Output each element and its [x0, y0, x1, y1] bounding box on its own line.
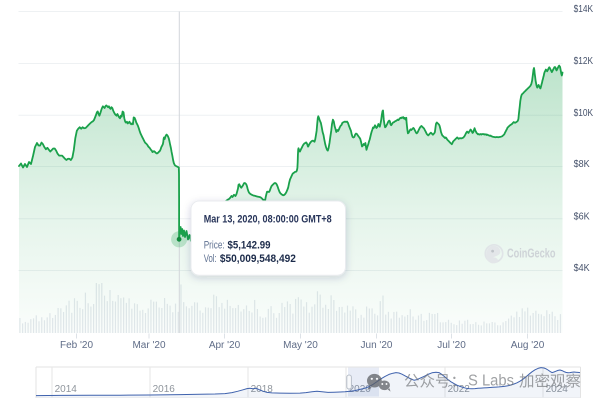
svg-text:Feb '20: Feb '20: [60, 340, 93, 351]
svg-text:$4K: $4K: [574, 262, 590, 274]
svg-text:Jun '20: Jun '20: [361, 340, 393, 351]
svg-text:$5,142.99: $5,142.99: [228, 240, 271, 252]
svg-text:Mar 13, 2020, 08:00:00 GMT+8: Mar 13, 2020, 08:00:00 GMT+8: [204, 214, 332, 226]
svg-text:Vol:: Vol:: [204, 253, 217, 265]
svg-text:2024: 2024: [546, 384, 569, 395]
svg-text:2014: 2014: [55, 384, 78, 395]
svg-text:$12K: $12K: [574, 55, 594, 67]
svg-text:Apr '20: Apr '20: [209, 340, 241, 351]
svg-text:S Labs: S Labs: [468, 372, 514, 389]
svg-text:2018: 2018: [251, 384, 274, 395]
svg-text:$50,009,548,492: $50,009,548,492: [220, 253, 296, 265]
svg-text:$10K: $10K: [574, 107, 594, 119]
svg-text:$6K: $6K: [574, 210, 590, 222]
svg-text:Jul '20: Jul '20: [437, 340, 466, 351]
svg-text:2022: 2022: [448, 384, 471, 395]
svg-text:$8K: $8K: [574, 158, 590, 170]
svg-text:$14K: $14K: [574, 3, 594, 15]
svg-text:Mar '20: Mar '20: [132, 340, 165, 351]
svg-text:Aug '20: Aug '20: [511, 340, 545, 351]
svg-text:2016: 2016: [153, 384, 176, 395]
svg-text:CoinGecko: CoinGecko: [507, 247, 556, 261]
svg-text:May '20: May '20: [283, 340, 318, 351]
svg-text:Price:: Price:: [204, 240, 225, 252]
